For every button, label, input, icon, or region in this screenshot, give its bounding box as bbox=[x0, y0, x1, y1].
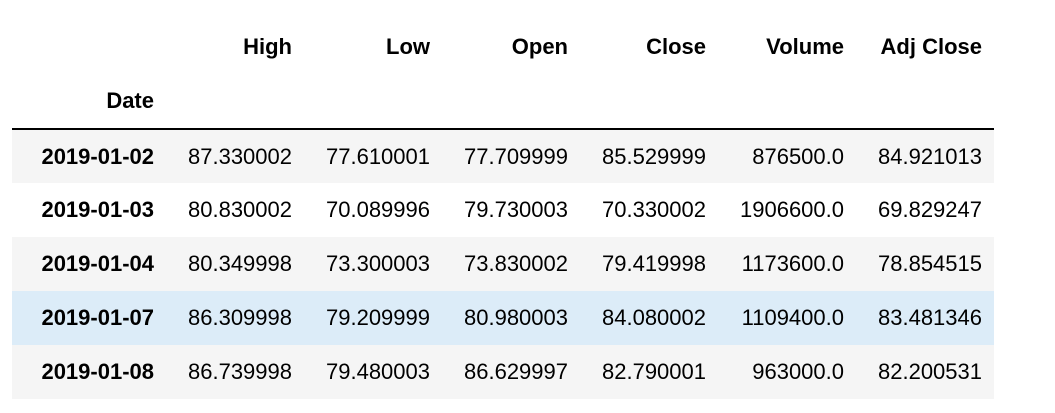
cell-open: 79.730003 bbox=[464, 197, 568, 222]
column-header-low: Low bbox=[386, 34, 430, 59]
column-header-row: High Low Open Close Volume Adj Close bbox=[12, 20, 994, 74]
cell-close: 82.790001 bbox=[602, 359, 706, 384]
cell-volume: 963000.0 bbox=[752, 359, 844, 384]
index-name-row: Date bbox=[12, 74, 994, 130]
table-row: 2019-01-04 80.349998 73.300003 73.830002… bbox=[12, 237, 994, 291]
empty-header-cell bbox=[166, 74, 304, 130]
cell-open: 80.980003 bbox=[464, 305, 568, 330]
row-index-date: 2019-01-04 bbox=[41, 251, 154, 276]
dataframe-container: High Low Open Close Volume Adj Close Dat… bbox=[12, 20, 994, 399]
dataframe-table: High Low Open Close Volume Adj Close Dat… bbox=[12, 20, 994, 399]
row-index-date: 2019-01-02 bbox=[41, 143, 154, 169]
cell-close: 85.529999 bbox=[602, 143, 706, 169]
cell-high: 86.309998 bbox=[188, 305, 292, 330]
empty-header-cell bbox=[856, 74, 994, 130]
column-header-adj-close: Adj Close bbox=[880, 34, 982, 59]
index-header-blank bbox=[12, 20, 166, 74]
cell-low: 70.089996 bbox=[326, 197, 430, 222]
table-body: 2019-01-02 87.330002 77.610001 77.709999… bbox=[12, 129, 994, 399]
cell-adj-close: 78.854515 bbox=[878, 251, 982, 276]
column-header-open: Open bbox=[511, 34, 568, 59]
cell-low: 79.480003 bbox=[326, 359, 430, 384]
cell-adj-close: 84.921013 bbox=[878, 143, 982, 169]
cell-adj-close: 69.829247 bbox=[878, 197, 982, 222]
table-header: High Low Open Close Volume Adj Close Dat… bbox=[12, 20, 994, 130]
empty-header-cell bbox=[304, 74, 442, 130]
cell-adj-close: 83.481346 bbox=[878, 305, 982, 330]
column-header-volume: Volume bbox=[766, 34, 844, 59]
index-name-header: Date bbox=[12, 74, 166, 130]
row-index-date: 2019-01-08 bbox=[41, 359, 154, 384]
table-row: 2019-01-02 87.330002 77.610001 77.709999… bbox=[12, 129, 994, 183]
cell-high: 87.330002 bbox=[188, 143, 292, 169]
empty-header-cell bbox=[442, 74, 580, 130]
column-header-close: Close bbox=[646, 34, 706, 59]
cell-volume: 1906600.0 bbox=[740, 197, 844, 222]
row-index-date: 2019-01-03 bbox=[41, 197, 154, 222]
table-row: 2019-01-08 86.739998 79.480003 86.629997… bbox=[12, 345, 994, 399]
column-header-high: High bbox=[243, 34, 292, 59]
cell-volume: 1173600.0 bbox=[741, 251, 844, 276]
cell-low: 79.209999 bbox=[326, 305, 430, 330]
cell-open: 77.709999 bbox=[464, 143, 568, 169]
cell-high: 80.830002 bbox=[188, 197, 292, 222]
row-index-date: 2019-01-07 bbox=[41, 305, 154, 330]
cell-close: 79.419998 bbox=[602, 251, 706, 276]
cell-adj-close: 82.200531 bbox=[878, 359, 982, 384]
cell-high: 80.349998 bbox=[188, 251, 292, 276]
table-row: 2019-01-03 80.830002 70.089996 79.730003… bbox=[12, 183, 994, 237]
empty-header-cell bbox=[580, 74, 718, 130]
table-row-highlighted: 2019-01-07 86.309998 79.209999 80.980003… bbox=[12, 291, 994, 345]
cell-low: 73.300003 bbox=[326, 251, 430, 276]
cell-high: 86.739998 bbox=[188, 359, 292, 384]
cell-volume: 1109400.0 bbox=[741, 305, 844, 330]
cell-close: 84.080002 bbox=[602, 305, 706, 330]
cell-open: 73.830002 bbox=[464, 251, 568, 276]
cell-open: 86.629997 bbox=[464, 359, 568, 384]
cell-close: 70.330002 bbox=[602, 197, 706, 222]
cell-low: 77.610001 bbox=[326, 143, 430, 169]
empty-header-cell bbox=[718, 74, 856, 130]
cell-volume: 876500.0 bbox=[752, 143, 844, 169]
